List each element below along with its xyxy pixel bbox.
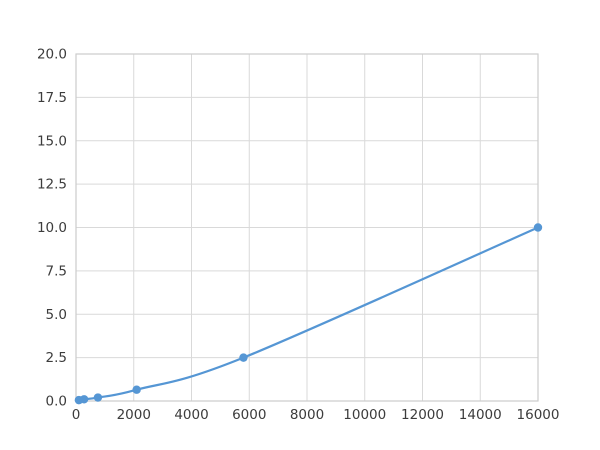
data-point-marker <box>239 353 248 362</box>
x-tick-label: 14000 <box>459 407 502 423</box>
y-tick-label: 20.0 <box>37 47 67 63</box>
x-tick-label: 12000 <box>401 407 444 423</box>
data-point-marker <box>93 393 103 402</box>
y-tick-label: 10.0 <box>37 220 67 236</box>
x-tick-label: 0 <box>72 407 81 423</box>
y-tick-label: 12.5 <box>37 177 67 193</box>
x-tick-label: 10000 <box>343 407 386 423</box>
y-tick-label: 0.0 <box>46 394 67 410</box>
x-tick-label: 16000 <box>517 407 560 423</box>
y-tick-label: 5.0 <box>46 307 67 323</box>
y-tick-label: 17.5 <box>37 90 67 106</box>
y-tick-label: 15.0 <box>37 133 67 149</box>
y-tick-label: 2.5 <box>46 350 67 366</box>
x-tick-label: 8000 <box>290 407 324 423</box>
x-tick-label: 6000 <box>232 407 266 423</box>
x-tick-label: 2000 <box>117 407 151 423</box>
y-tick-label: 7.5 <box>46 263 67 279</box>
data-point-marker <box>79 395 89 404</box>
x-tick-label: 4000 <box>174 407 208 423</box>
data-point-marker <box>132 385 141 394</box>
data-point-marker <box>533 223 543 232</box>
